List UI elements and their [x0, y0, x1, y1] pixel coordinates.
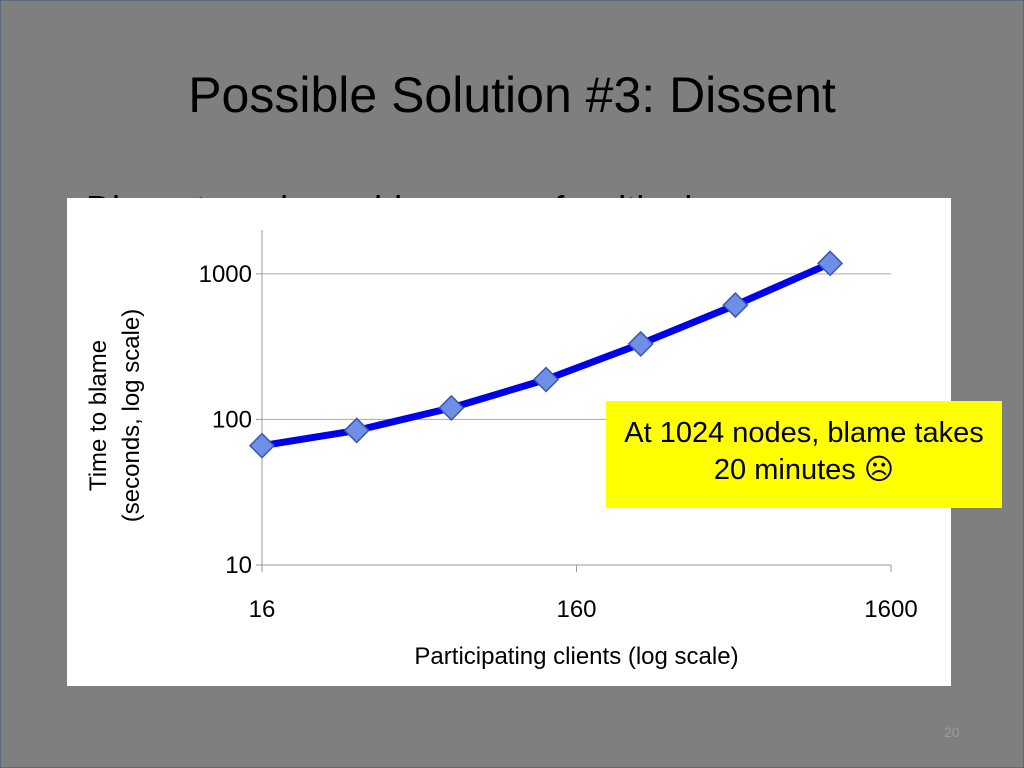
data-point [627, 330, 654, 357]
y-axis-label-line: Time to blame [85, 340, 112, 491]
data-point [816, 250, 844, 277]
data-point [248, 432, 276, 459]
y-tick-label: 1000 [199, 261, 252, 288]
slide-title: Possible Solution #3: Dissent [188, 67, 836, 123]
x-tick-label: 16 [249, 596, 276, 623]
data-point [722, 292, 749, 319]
y-tick-label: 10 [225, 552, 252, 579]
data-point [343, 417, 370, 444]
x-tick-label: 160 [556, 596, 596, 623]
page-number: 20 [944, 724, 960, 740]
y-axis-label-line: (seconds, log scale) [118, 309, 145, 522]
y-axis-label: Time to blame (seconds, log scale) [85, 309, 145, 522]
x-axis-label: Participating clients (log scale) [414, 643, 738, 670]
callout-box: At 1024 nodes, blame takes 20 minutes ☹ [606, 401, 1002, 508]
y-tick-label: 100 [212, 406, 252, 433]
data-point [438, 394, 465, 421]
data-point [532, 366, 560, 393]
x-tick-label: 1600 [864, 596, 917, 623]
